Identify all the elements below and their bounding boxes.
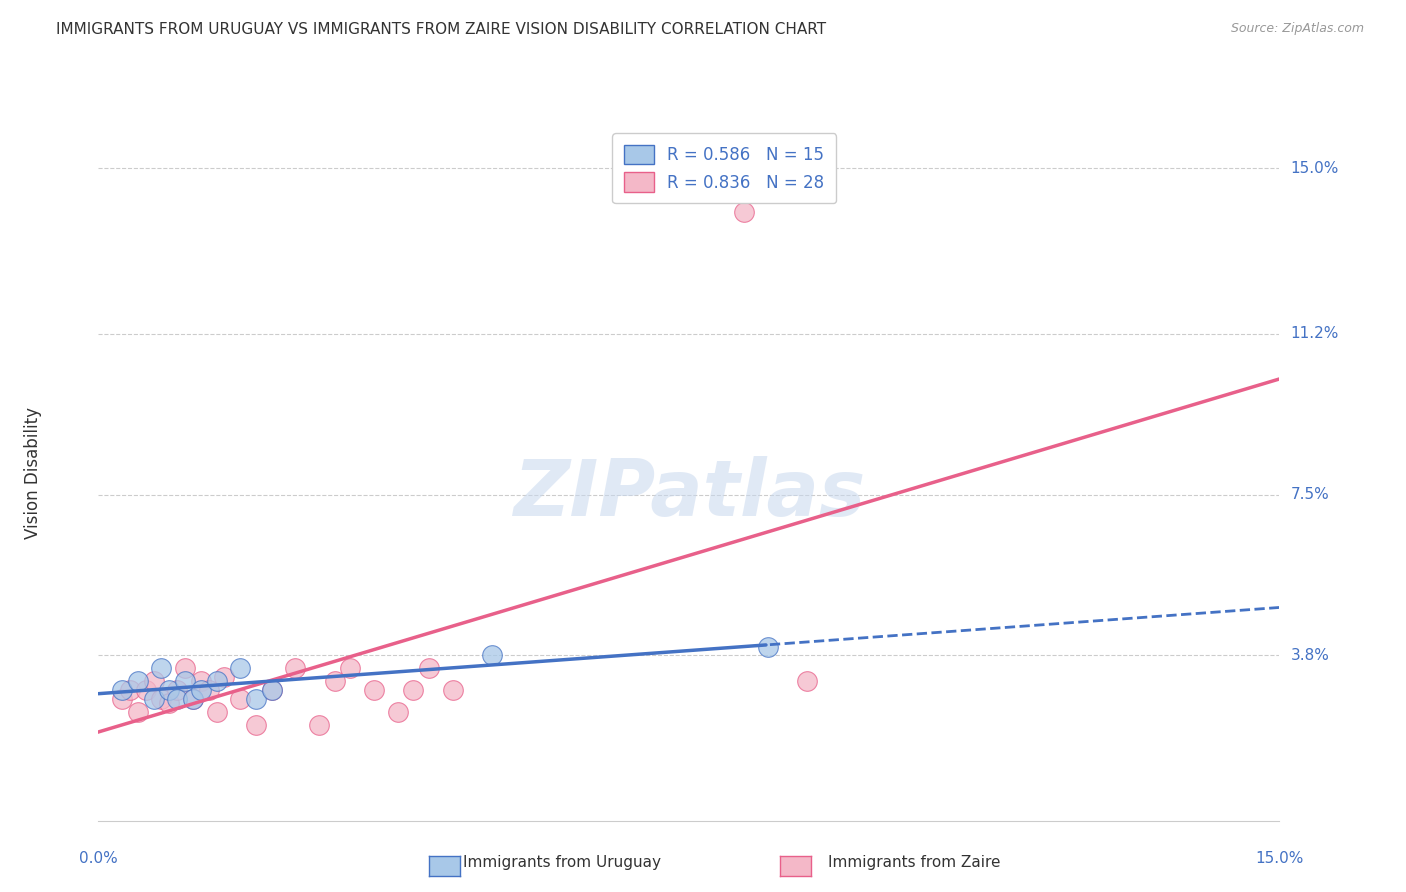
Point (174, 674, 197, 689)
Point (111, 692, 134, 706)
Text: 15.0%: 15.0% (1256, 851, 1303, 866)
Point (166, 683, 188, 698)
Point (481, 648, 503, 663)
Point (214, 670, 236, 684)
Point (157, 683, 180, 698)
Text: 15.0%: 15.0% (1291, 161, 1339, 176)
Text: 3.8%: 3.8% (1291, 648, 1330, 663)
Point (387, 705, 409, 719)
Point (756, 640, 779, 654)
Point (245, 692, 267, 706)
Point (308, 718, 330, 732)
Point (174, 661, 197, 675)
Text: ZIPatlas: ZIPatlas (513, 456, 865, 532)
Text: 11.2%: 11.2% (1291, 326, 1339, 341)
Point (402, 683, 425, 698)
Point (197, 683, 219, 698)
Point (142, 692, 165, 706)
Text: Source: ZipAtlas.com: Source: ZipAtlas.com (1230, 22, 1364, 36)
Text: 7.5%: 7.5% (1291, 487, 1329, 502)
Point (166, 692, 188, 706)
Point (323, 674, 346, 689)
Text: Immigrants from Zaire: Immigrants from Zaire (828, 855, 1000, 870)
Legend: R = 0.586   N = 15, R = 0.836   N = 28: R = 0.586 N = 15, R = 0.836 N = 28 (613, 133, 837, 203)
Point (150, 692, 173, 706)
Text: Immigrants from Uruguay: Immigrants from Uruguay (464, 855, 661, 870)
Point (142, 674, 165, 689)
Point (229, 692, 252, 706)
Point (260, 683, 283, 698)
Point (418, 661, 440, 675)
Point (190, 683, 212, 698)
Point (181, 692, 204, 706)
Point (363, 683, 385, 698)
Point (111, 683, 134, 698)
Point (157, 696, 180, 710)
Text: Vision Disability: Vision Disability (24, 407, 42, 539)
Point (135, 683, 157, 698)
Point (127, 705, 149, 719)
Point (339, 661, 361, 675)
Point (441, 683, 464, 698)
Point (733, 204, 755, 219)
Text: IMMIGRANTS FROM URUGUAY VS IMMIGRANTS FROM ZAIRE VISION DISABILITY CORRELATION C: IMMIGRANTS FROM URUGUAY VS IMMIGRANTS FR… (56, 22, 827, 37)
Point (229, 661, 252, 675)
Point (181, 692, 204, 706)
Point (284, 661, 307, 675)
Point (205, 705, 228, 719)
Point (150, 661, 173, 675)
Point (118, 683, 141, 698)
Point (796, 674, 818, 689)
Point (127, 674, 149, 689)
Point (205, 674, 228, 689)
Text: 0.0%: 0.0% (79, 851, 118, 866)
Point (260, 683, 283, 698)
Point (245, 718, 267, 732)
Point (190, 674, 212, 689)
